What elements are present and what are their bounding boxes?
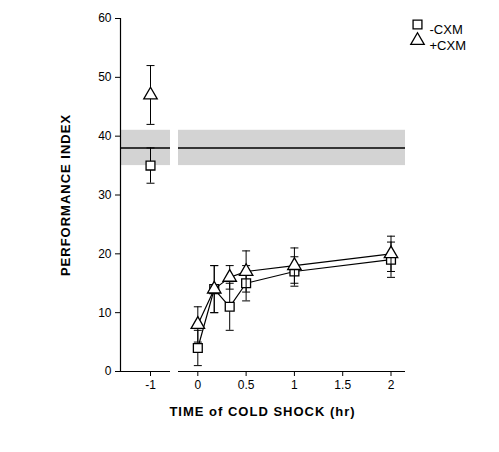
svg-text:30: 30 [98,188,112,202]
svg-text:1.5: 1.5 [334,378,351,392]
svg-text:-CXM: -CXM [430,22,463,37]
svg-text:60: 60 [98,11,112,25]
svg-text:PERFORMANCE INDEX: PERFORMANCE INDEX [58,114,73,276]
svg-text:40: 40 [98,129,112,143]
svg-text:+CXM: +CXM [430,38,466,53]
svg-text:0: 0 [105,364,112,378]
svg-text:10: 10 [98,306,112,320]
html-text:TIME of COLD SHOCK (hr): TIME of COLD SHOCK (hr) [169,404,356,419]
svg-text:0: 0 [194,378,201,392]
svg-text:1: 1 [291,378,298,392]
svg-text:-1: -1 [145,378,156,392]
svg-text:50: 50 [98,70,112,84]
svg-text:20: 20 [98,247,112,261]
svg-text:2: 2 [388,378,395,392]
svg-text:0.5: 0.5 [238,378,255,392]
